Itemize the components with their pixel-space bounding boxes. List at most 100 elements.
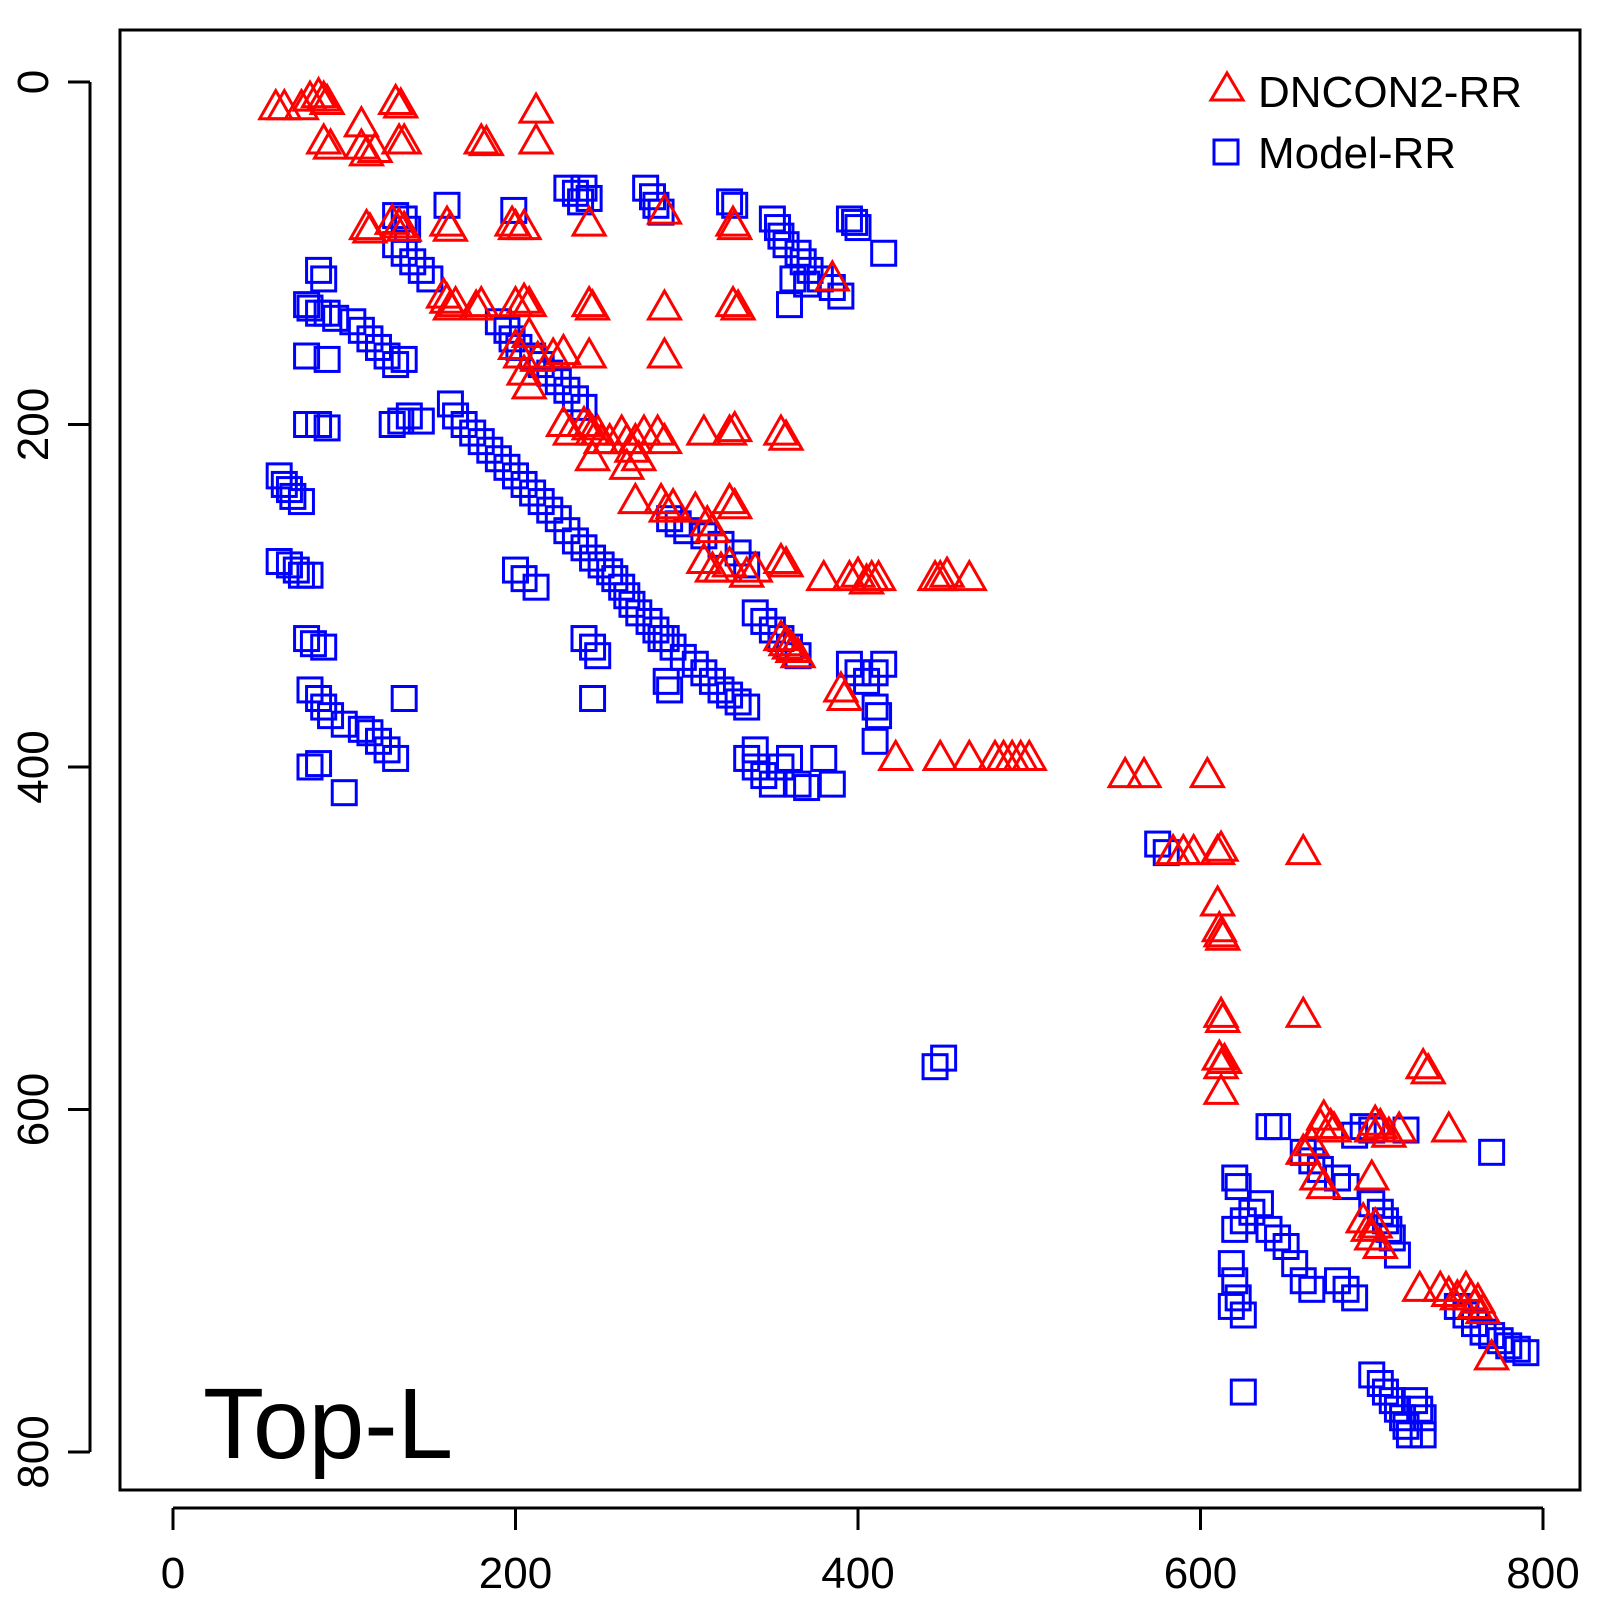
data-point-model-rr — [296, 561, 324, 589]
data-point-model-rr — [330, 710, 358, 738]
data-point-model-rr — [265, 462, 293, 490]
data-point-dncon2-rr — [1298, 1157, 1336, 1191]
data-point-dncon2-rr — [1353, 1157, 1391, 1191]
data-point-model-rr — [282, 556, 310, 584]
data-point-model-rr — [493, 453, 521, 481]
legend-marker-dncon2-rr — [1208, 70, 1246, 102]
data-point-dncon2-rr — [1430, 1274, 1468, 1307]
data-point-model-rr — [818, 274, 846, 301]
data-point-model-rr — [844, 214, 872, 242]
data-point-dncon2-rr — [813, 258, 851, 292]
data-point-model-rr — [407, 407, 435, 435]
data-point-dncon2-rr — [544, 404, 583, 437]
data-point-model-rr — [450, 411, 478, 438]
data-point-dncon2-rr — [1315, 1110, 1353, 1143]
data-point-dncon2-rr — [1473, 1337, 1511, 1371]
data-point-model-rr — [1409, 1421, 1437, 1449]
data-point-dncon2-rr — [385, 121, 423, 155]
data-point-dncon2-rr — [573, 288, 612, 321]
data-point-model-rr — [579, 633, 607, 661]
data-point-dncon2-rr — [645, 421, 684, 455]
data-point-model-rr — [579, 544, 607, 572]
data-point-dncon2-rr — [573, 438, 612, 472]
data-point-model-rr — [382, 744, 410, 772]
data-point-model-rr — [764, 214, 792, 242]
data-point-model-rr — [356, 719, 384, 747]
data-point-model-rr — [1289, 1267, 1317, 1295]
data-point-model-rr — [656, 676, 684, 704]
data-point-dncon2-rr — [510, 366, 548, 400]
data-point-model-rr — [567, 188, 595, 216]
data-point-model-rr — [1221, 1164, 1249, 1192]
data-point-dncon2-rr — [1380, 1110, 1418, 1143]
data-point-model-rr — [553, 174, 581, 202]
data-point-dncon2-rr — [1464, 1291, 1502, 1325]
data-point-dncon2-rr — [467, 123, 505, 157]
data-point-model-rr — [681, 650, 709, 678]
data-point-dncon2-rr — [544, 332, 583, 366]
data-point-model-rr — [861, 727, 889, 755]
data-point-dncon2-rr — [1404, 1046, 1442, 1080]
data-point-dncon2-rr — [685, 413, 723, 446]
data-point-dncon2-rr — [676, 490, 714, 523]
data-point-model-rr — [339, 308, 367, 336]
data-point-model-rr — [407, 256, 435, 284]
data-point-dncon2-rr — [299, 75, 338, 109]
data-point-model-rr — [784, 770, 812, 798]
data-point-model-rr — [387, 407, 415, 435]
data-point-model-rr — [498, 325, 526, 353]
data-point-model-rr — [553, 376, 581, 404]
data-point-model-rr — [500, 196, 528, 224]
data-point-model-rr — [579, 685, 607, 712]
legend: DNCON2-RR Model-RR — [1208, 68, 1522, 178]
data-point-model-rr — [1264, 1224, 1292, 1252]
data-point-dncon2-rr — [762, 413, 800, 446]
data-point-model-rr — [1272, 1233, 1300, 1260]
data-point-model-rr — [296, 676, 324, 704]
data-point-dncon2-rr — [645, 192, 684, 225]
data-point-model-rr — [467, 428, 495, 456]
data-point-model-rr — [870, 650, 898, 678]
data-point-dncon2-rr — [1361, 1226, 1399, 1259]
y-tick-label: 600 — [9, 1073, 58, 1146]
data-point-dncon2-rr — [1353, 1217, 1391, 1251]
data-point-dncon2-rr — [570, 335, 608, 369]
data-point-model-rr — [865, 702, 893, 730]
data-point-model-rr — [553, 517, 581, 545]
data-point-model-rr — [1495, 1332, 1523, 1360]
data-point-model-rr — [793, 774, 821, 802]
data-point-model-rr — [1503, 1335, 1531, 1363]
data-point-model-rr — [741, 736, 769, 764]
data-point-dncon2-rr — [377, 82, 415, 116]
data-point-dncon2-rr — [928, 555, 966, 588]
data-point-dncon2-rr — [462, 121, 500, 155]
data-point-dncon2-rr — [1202, 1072, 1240, 1105]
data-point-model-rr — [733, 744, 761, 772]
data-point-model-rr — [632, 174, 660, 202]
data-point-dncon2-rr — [1409, 1051, 1447, 1085]
data-point-dncon2-rr — [305, 121, 343, 155]
data-point-dncon2-rr — [1204, 1000, 1242, 1033]
data-point-model-rr — [1406, 1395, 1434, 1423]
data-point-model-rr — [870, 239, 898, 267]
data-point-dncon2-rr — [647, 490, 685, 523]
data-point-model-rr — [841, 208, 869, 236]
data-point-model-rr — [519, 479, 547, 507]
data-point-model-rr — [1246, 1190, 1274, 1218]
data-point-model-rr — [1221, 1215, 1249, 1243]
data-point-dncon2-rr — [847, 562, 886, 595]
data-point-dncon2-rr — [685, 541, 723, 574]
data-point-model-rr — [399, 248, 427, 276]
x-tick-label: 200 — [479, 1549, 552, 1598]
data-point-model-rr — [741, 753, 769, 781]
data-point-dncon2-rr — [714, 284, 752, 318]
data-point-model-rr — [741, 599, 769, 627]
data-point-dncon2-rr — [767, 544, 805, 578]
x-axis: 0 200 400 600 800 — [161, 1506, 1580, 1598]
data-point-model-rr — [698, 667, 726, 695]
data-point-model-rr — [416, 265, 444, 293]
data-point-model-rr — [382, 351, 410, 379]
data-point-dncon2-rr — [710, 481, 749, 515]
data-point-model-rr — [1217, 1292, 1245, 1320]
